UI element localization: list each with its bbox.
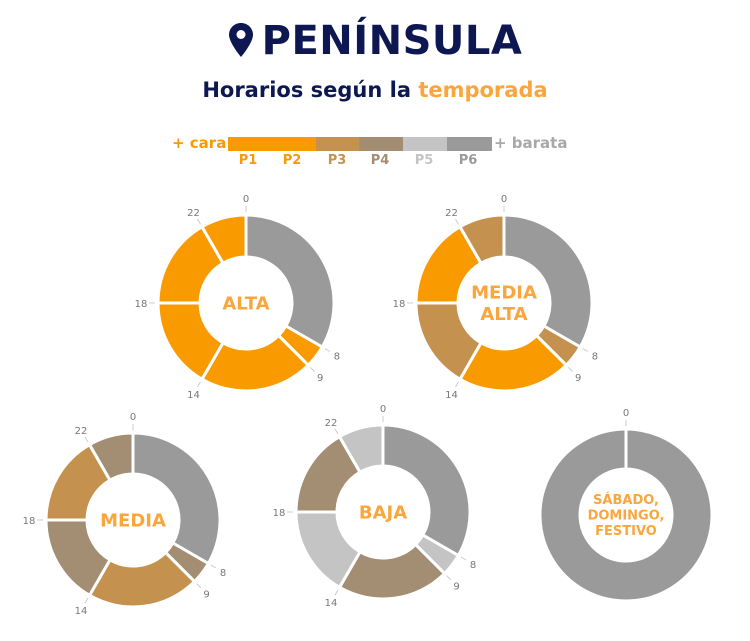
legend-label-p4: P4 <box>370 153 390 168</box>
legend-label-p6: P6 <box>458 153 478 168</box>
legend-bar-p3 <box>316 137 359 151</box>
hour-tick-line <box>455 218 459 225</box>
title-text: PENÍNSULA <box>261 18 523 64</box>
segment-p5-22-24 <box>337 423 385 475</box>
donut-center-label: MEDIA <box>100 510 166 531</box>
hour-tick-label: 0 <box>243 194 249 205</box>
donut-center-label: BAJA <box>359 502 407 523</box>
map-pin-icon <box>228 23 253 57</box>
hour-tick-line <box>197 381 201 388</box>
legend-label-p5: P5 <box>414 153 434 168</box>
hour-tick-label: 9 <box>453 582 459 593</box>
legend-label-p1: P1 <box>238 153 258 168</box>
hour-tick-label: 9 <box>317 373 323 384</box>
donut-sábado-domingo-festivo: 0 SÁBADO, DOMINGO, FESTIVO <box>538 408 714 603</box>
hour-tick-label: 14 <box>187 390 200 401</box>
legend-bar-p1 <box>228 137 316 151</box>
hour-tick-label: 8 <box>220 568 226 579</box>
hour-tick-label: 18 <box>393 299 406 310</box>
page-title: PENÍNSULA <box>0 18 750 64</box>
hour-tick-label: 8 <box>470 560 476 571</box>
hour-tick-line <box>455 381 459 388</box>
hour-tick-line <box>446 575 452 581</box>
legend-bar-p5 <box>403 137 447 151</box>
segment-p2-22-24 <box>199 213 248 266</box>
subtitle-prefix: Horarios según la <box>202 78 411 102</box>
legend-bar-p4 <box>359 137 403 151</box>
hour-tick-label: 18 <box>23 516 36 527</box>
hour-tick-label: 22 <box>325 418 338 429</box>
donut-media: 0 89 14 18 22 MEDIA <box>23 412 227 617</box>
hour-tick-label: 22 <box>445 208 458 219</box>
segment-p6-0-8 <box>381 423 472 558</box>
hour-tick-label: 0 <box>380 404 386 415</box>
hour-tick-label: 0 <box>130 412 136 423</box>
segment-p6-0-8 <box>244 213 336 350</box>
hour-tick-label: 8 <box>592 352 598 363</box>
hour-tick-label: 9 <box>575 373 581 384</box>
hour-tick-line <box>197 218 201 225</box>
segment-p6-0-24 <box>538 427 714 603</box>
hour-tick-label: 0 <box>501 194 507 205</box>
donut-center-label: ALTA <box>222 293 269 314</box>
hour-tick-label: 14 <box>445 390 458 401</box>
legend-label-p3: P3 <box>327 153 347 168</box>
hour-tick-label: 22 <box>75 426 88 437</box>
hour-tick-line <box>84 597 89 604</box>
hour-tick-line <box>334 428 339 435</box>
donut-media-alta: 0 89 14 18 22 MEDIA ALTA <box>393 194 598 401</box>
donut-center-label: MEDIA ALTA <box>471 283 537 326</box>
legend-bar-p6 <box>447 137 492 151</box>
hour-tick-line <box>567 366 573 372</box>
hour-tick-line <box>309 366 315 372</box>
hour-tick-label: 18 <box>273 508 286 519</box>
hour-tick-label: 9 <box>203 590 209 601</box>
segment-p4-22-24 <box>87 431 135 483</box>
segment-p6-0-8 <box>131 431 222 566</box>
hour-tick-label: 14 <box>325 598 338 609</box>
hour-tick-line <box>324 348 331 352</box>
hour-tick-line <box>84 436 89 443</box>
subtitle: Horarios según la temporada <box>0 78 750 102</box>
legend-label-p2: P2 <box>282 153 302 168</box>
donut-baja: 0 89 14 18 22 BAJA <box>273 404 477 609</box>
hour-tick-line <box>210 564 217 569</box>
legend-cheap-label: + barata <box>494 134 568 152</box>
donut-center-label: SÁBADO, DOMINGO, FESTIVO <box>588 492 665 539</box>
hour-tick-label: 22 <box>187 208 200 219</box>
hour-tick-label: 14 <box>75 606 88 617</box>
hour-tick-label: 18 <box>135 299 148 310</box>
segment-p6-0-8 <box>502 213 594 350</box>
hour-tick-label: 8 <box>334 352 340 363</box>
subtitle-highlight: temporada <box>418 78 548 102</box>
hour-tick-line <box>196 583 202 589</box>
hour-tick-line <box>460 556 467 561</box>
legend-expensive-label: + cara <box>172 134 227 152</box>
hour-tick-line <box>334 589 339 596</box>
hour-tick-label: 0 <box>623 408 629 419</box>
hour-tick-line <box>582 348 589 352</box>
donut-alta: 0 89 14 18 22 ALTA <box>135 194 340 401</box>
segment-p3-22-24 <box>457 213 506 266</box>
